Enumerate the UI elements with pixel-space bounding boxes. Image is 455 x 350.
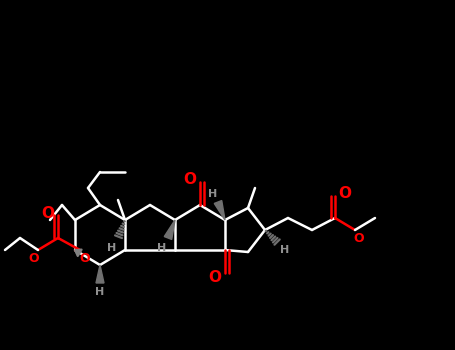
- Text: H: H: [208, 189, 217, 199]
- Polygon shape: [96, 265, 104, 283]
- Text: O: O: [183, 172, 197, 187]
- Text: H: H: [280, 245, 290, 255]
- Text: O: O: [354, 231, 364, 245]
- Polygon shape: [214, 201, 225, 220]
- Text: O: O: [41, 205, 55, 220]
- Text: O: O: [29, 252, 39, 265]
- Text: H: H: [96, 287, 105, 297]
- Text: H: H: [157, 243, 167, 253]
- Polygon shape: [164, 220, 175, 239]
- Text: H: H: [107, 243, 116, 253]
- Text: O: O: [208, 271, 222, 286]
- Text: O: O: [80, 252, 90, 265]
- Text: O: O: [339, 186, 352, 201]
